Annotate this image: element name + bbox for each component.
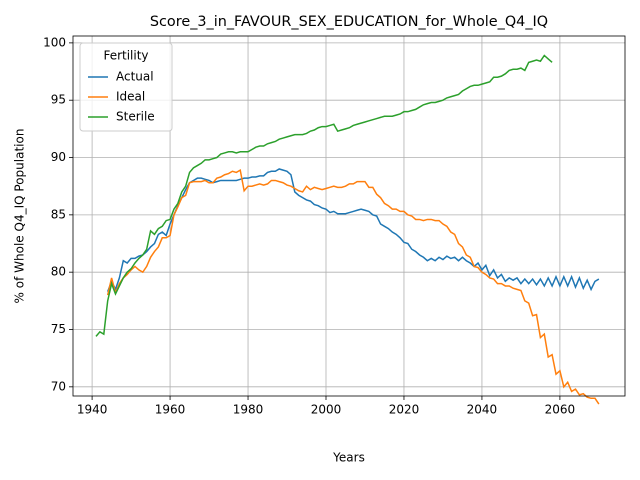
y-tick-label: 70 — [51, 379, 66, 393]
x-tick-label: 1960 — [155, 403, 186, 417]
x-tick-label: 2020 — [389, 403, 420, 417]
y-tick-label: 100 — [43, 35, 66, 49]
y-tick-label: 85 — [51, 207, 66, 221]
x-tick-label: 2000 — [311, 403, 342, 417]
chart-title: Score_3_in_FAVOUR_SEX_EDUCATION_for_Whol… — [150, 14, 548, 30]
legend-label: Sterile — [116, 110, 155, 124]
legend-label: Ideal — [116, 90, 145, 104]
y-tick-label: 90 — [51, 150, 66, 164]
y-tick-label: 75 — [51, 322, 66, 336]
y-tick-label: 95 — [51, 93, 66, 107]
x-tick-label: 1940 — [77, 403, 108, 417]
series-line — [106, 168, 600, 405]
y-tick-label: 80 — [51, 265, 66, 279]
series-line — [106, 168, 600, 292]
x-tick-label: 1980 — [233, 403, 264, 417]
legend-label: Actual — [116, 70, 154, 84]
x-tick-label: 2040 — [467, 403, 498, 417]
legend-title: Fertility — [103, 49, 148, 63]
y-axis-label: % of Whole Q4_IQ Population — [13, 129, 27, 304]
x-axis-label: Years — [332, 451, 365, 465]
series-line — [95, 54, 553, 337]
plot-frame — [72, 35, 626, 397]
legend-box — [79, 42, 173, 132]
x-tick-label: 2060 — [545, 403, 576, 417]
